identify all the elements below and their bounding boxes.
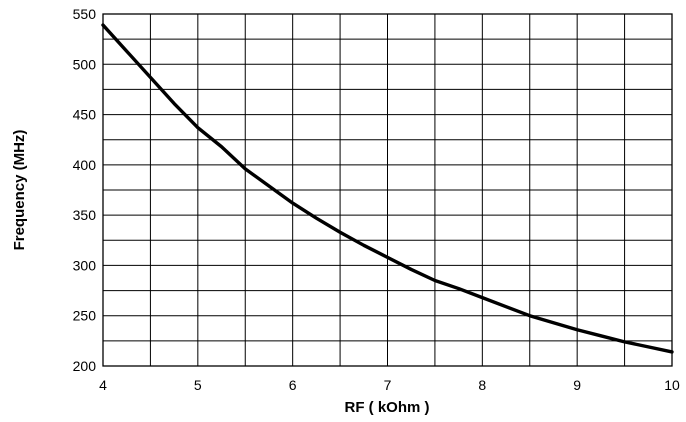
series-layer xyxy=(101,23,674,354)
y-tick-labels: 200 250 300 350 400 450 500 550 xyxy=(73,6,97,374)
y-tick-label: 250 xyxy=(73,308,97,324)
series-line xyxy=(101,23,674,354)
y-tick-label: 500 xyxy=(73,56,97,72)
grid xyxy=(103,14,672,366)
y-tick-label: 400 xyxy=(73,157,97,173)
x-axis-title: RF ( kOhm ) xyxy=(345,399,430,416)
x-tick-label: 7 xyxy=(384,377,392,393)
x-tick-label: 8 xyxy=(478,377,486,393)
x-tick-label: 9 xyxy=(573,377,581,393)
x-tick-label: 6 xyxy=(289,377,297,393)
x-tick-label: 4 xyxy=(99,377,107,393)
y-tick-label: 450 xyxy=(73,107,97,123)
x-tick-label: 5 xyxy=(194,377,202,393)
y-axis-title: Frequency (MHz) xyxy=(11,130,28,251)
y-tick-label: 200 xyxy=(73,358,97,374)
plot-frame xyxy=(102,13,673,367)
y-tick-label: 350 xyxy=(73,207,97,223)
y-tick-label: 550 xyxy=(73,6,97,22)
x-tick-labels: 4 5 6 7 8 9 10 xyxy=(99,377,680,393)
y-tick-label: 300 xyxy=(73,257,97,273)
x-tick-label: 10 xyxy=(664,377,680,393)
